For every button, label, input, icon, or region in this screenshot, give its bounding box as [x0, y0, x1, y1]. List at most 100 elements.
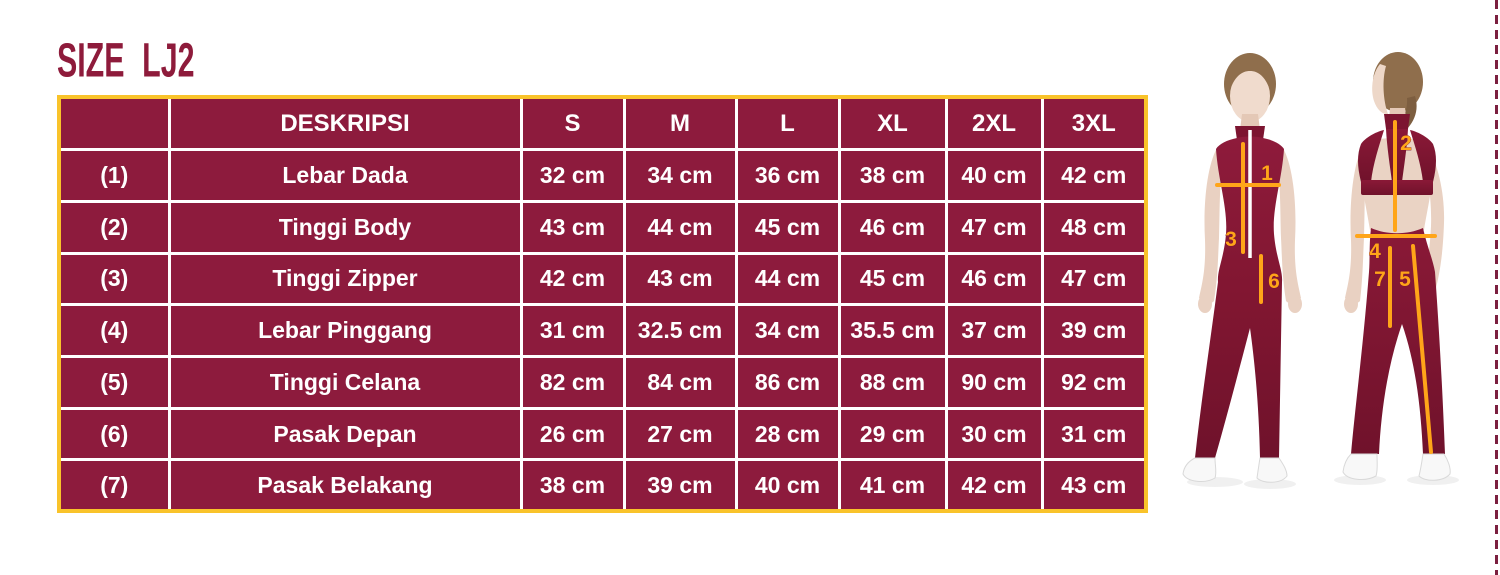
- value-cell: 39 cm: [622, 458, 738, 509]
- table-row: (1) Lebar Dada 32 cm 34 cm 36 cm 38 cm 4…: [61, 148, 1144, 203]
- value-cell: 45 cm: [837, 251, 948, 307]
- value-cell: 32.5 cm: [622, 303, 738, 358]
- value-cell: 26 cm: [519, 406, 626, 462]
- value-cell: 82 cm: [519, 355, 626, 410]
- value-cell: 35.5 cm: [837, 303, 948, 358]
- right-strap: [1410, 130, 1436, 182]
- annotation-number-1: 1: [1261, 162, 1273, 185]
- shadow: [1244, 479, 1296, 489]
- value-cell: 42 cm: [944, 458, 1044, 509]
- value-cell: 46 cm: [944, 251, 1044, 307]
- value-cell: 34 cm: [734, 303, 841, 358]
- row-label: Tinggi Body: [167, 199, 523, 255]
- row-label: Pasak Belakang: [167, 458, 523, 509]
- row-number: (7): [61, 458, 171, 509]
- hand: [1288, 295, 1302, 313]
- size-table: DESKRIPSI S M L XL 2XL 3XL (1) Lebar Dad…: [61, 99, 1144, 509]
- value-cell: 46 cm: [837, 199, 948, 255]
- shoe: [1342, 453, 1378, 480]
- size-header-m: M: [622, 99, 738, 152]
- value-cell: 41 cm: [837, 458, 948, 509]
- value-cell: 34 cm: [622, 148, 738, 203]
- value-cell: 36 cm: [734, 148, 841, 203]
- hand: [1198, 295, 1212, 313]
- value-cell: 43 cm: [622, 251, 738, 307]
- value-cell: 39 cm: [1040, 303, 1144, 358]
- row-number: (4): [61, 303, 171, 358]
- value-cell: 30 cm: [944, 406, 1044, 462]
- value-cell: 86 cm: [734, 355, 841, 410]
- left-strap: [1358, 130, 1384, 182]
- value-cell: 38 cm: [519, 458, 626, 509]
- row-number: (3): [61, 251, 171, 307]
- row-label: Pasak Depan: [167, 406, 523, 462]
- value-cell: 45 cm: [734, 199, 841, 255]
- value-cell: 32 cm: [519, 148, 626, 203]
- value-cell: 42 cm: [519, 251, 626, 307]
- face: [1230, 70, 1270, 122]
- value-cell: 88 cm: [837, 355, 948, 410]
- row-label: Tinggi Zipper: [167, 251, 523, 307]
- row-number: (6): [61, 406, 171, 462]
- value-cell: 47 cm: [944, 199, 1044, 255]
- value-cell: 42 cm: [1040, 148, 1144, 203]
- value-cell: 84 cm: [622, 355, 738, 410]
- hand: [1344, 295, 1358, 313]
- size-header-s: S: [519, 99, 626, 152]
- row-label: Lebar Dada: [167, 148, 523, 203]
- front-figure: 1 3 6: [1182, 53, 1302, 489]
- row-number: (2): [61, 199, 171, 255]
- corner-cell: [61, 99, 171, 152]
- value-cell: 90 cm: [944, 355, 1044, 410]
- table-row: (3) Tinggi Zipper 42 cm 43 cm 44 cm 45 c…: [61, 251, 1144, 307]
- face-profile: [1372, 64, 1388, 115]
- row-number: (5): [61, 355, 171, 410]
- annotation-number-7: 7: [1374, 268, 1386, 291]
- annotation-number-3: 3: [1225, 228, 1237, 251]
- header-row: DESKRIPSI S M L XL 2XL 3XL: [61, 99, 1144, 152]
- value-cell: 47 cm: [1040, 251, 1144, 307]
- value-cell: 43 cm: [519, 199, 626, 255]
- value-cell: 31 cm: [519, 303, 626, 358]
- size-header-l: L: [734, 99, 841, 152]
- row-label: Lebar Pinggang: [167, 303, 523, 358]
- shoe: [1256, 457, 1288, 483]
- value-cell: 40 cm: [734, 458, 841, 509]
- page-title: SIZE LJ2: [57, 32, 195, 87]
- table-row: (7) Pasak Belakang 38 cm 39 cm 40 cm 41 …: [61, 458, 1144, 509]
- value-cell: 31 cm: [1040, 406, 1144, 462]
- dashed-right-border: [1495, 0, 1498, 575]
- measure-line-pants: [1411, 244, 1433, 454]
- size-table-container: DESKRIPSI S M L XL 2XL 3XL (1) Lebar Dad…: [57, 95, 1148, 513]
- collar: [1384, 114, 1410, 129]
- value-cell: 27 cm: [622, 406, 738, 462]
- value-cell: 43 cm: [1040, 458, 1144, 509]
- table-row: (6) Pasak Depan 26 cm 27 cm 28 cm 29 cm …: [61, 406, 1144, 462]
- table-row: (4) Lebar Pinggang 31 cm 32.5 cm 34 cm 3…: [61, 303, 1144, 358]
- jumpsuit-front: [1195, 136, 1284, 458]
- table-row: (5) Tinggi Celana 82 cm 84 cm 86 cm 88 c…: [61, 355, 1144, 410]
- row-number: (1): [61, 148, 171, 203]
- back-figure: 2 4 7 5: [1334, 52, 1459, 485]
- hair-fringe: [1230, 61, 1270, 90]
- annotation-number-6: 6: [1268, 270, 1280, 293]
- size-header-3xl: 3XL: [1040, 99, 1144, 152]
- value-cell: 40 cm: [944, 148, 1044, 203]
- shoe: [1418, 453, 1451, 481]
- size-header-2xl: 2XL: [944, 99, 1044, 152]
- annotation-number-5: 5: [1399, 268, 1411, 291]
- annotation-number-4: 4: [1369, 240, 1381, 263]
- value-cell: 29 cm: [837, 406, 948, 462]
- value-cell: 37 cm: [944, 303, 1044, 358]
- right-arm: [1421, 148, 1445, 295]
- size-header-xl: XL: [837, 99, 948, 152]
- value-cell: 92 cm: [1040, 355, 1144, 410]
- leggings-back: [1351, 228, 1445, 454]
- value-cell: 48 cm: [1040, 199, 1144, 255]
- right-arm: [1275, 148, 1301, 304]
- value-cell: 44 cm: [622, 199, 738, 255]
- table-row: (2) Tinggi Body 43 cm 44 cm 45 cm 46 cm …: [61, 199, 1144, 255]
- shoe: [1182, 457, 1217, 482]
- row-label: Tinggi Celana: [167, 355, 523, 410]
- garment-photos-illustration: 1 3 6: [1182, 52, 1459, 489]
